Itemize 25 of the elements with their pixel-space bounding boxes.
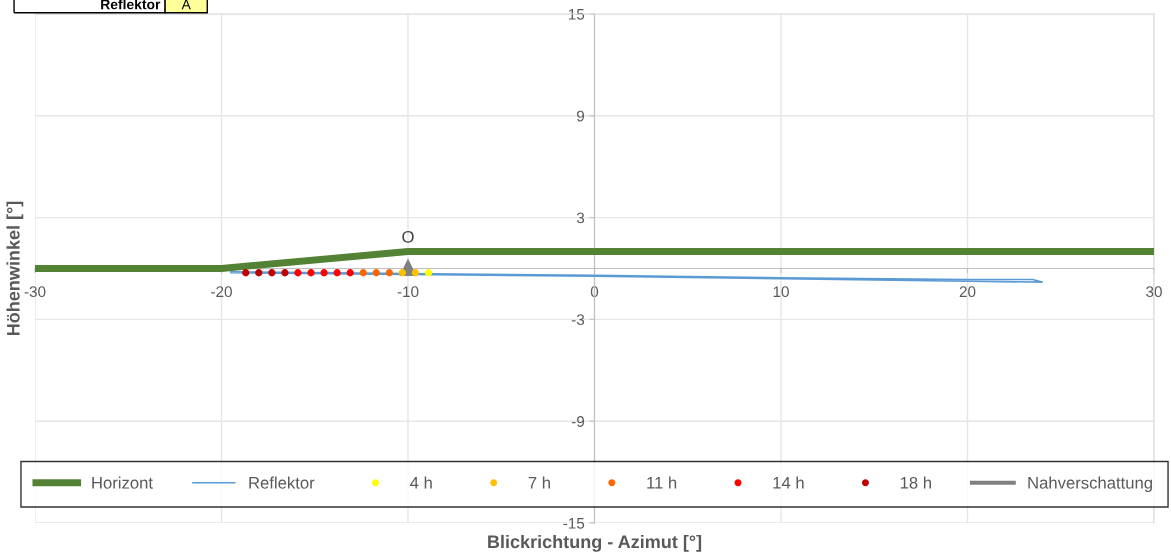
x-tick-label: 30 (1146, 286, 1162, 298)
legend-label: 11 h (647, 476, 677, 489)
x-tick-label: 20 (959, 286, 976, 298)
legend-label: 18 h (900, 476, 931, 489)
y-axis-title: Höhenwinkel [°] (6, 201, 24, 336)
legend-label: 14 h (773, 476, 804, 489)
legend-label: Reflektor (249, 476, 315, 489)
x-tick-label: -30 (24, 286, 46, 298)
legend-label: Horizont (92, 476, 153, 489)
x-tick-label: -10 (397, 286, 419, 298)
annotation: O (402, 230, 414, 243)
legend-label: 7 h (528, 476, 550, 489)
y-tick-label: -15 (563, 518, 585, 529)
legend-label: Nahverschattung (1028, 476, 1152, 493)
text: A (181, 0, 191, 10)
y-tick-label: 3 (576, 212, 585, 224)
x-tick-label: -20 (211, 286, 232, 298)
text: Reflektor (101, 0, 161, 10)
y-tick-label: 15 (568, 9, 585, 20)
x-tick-label: 10 (773, 286, 789, 298)
legend-label: 4 h (410, 476, 432, 489)
y-tick-label: -3 (571, 314, 585, 326)
x-axis-title: Blickrichtung - Azimut [°] (488, 534, 702, 552)
y-tick-label: -9 (571, 416, 585, 427)
y-tick-label: 9 (577, 110, 585, 122)
